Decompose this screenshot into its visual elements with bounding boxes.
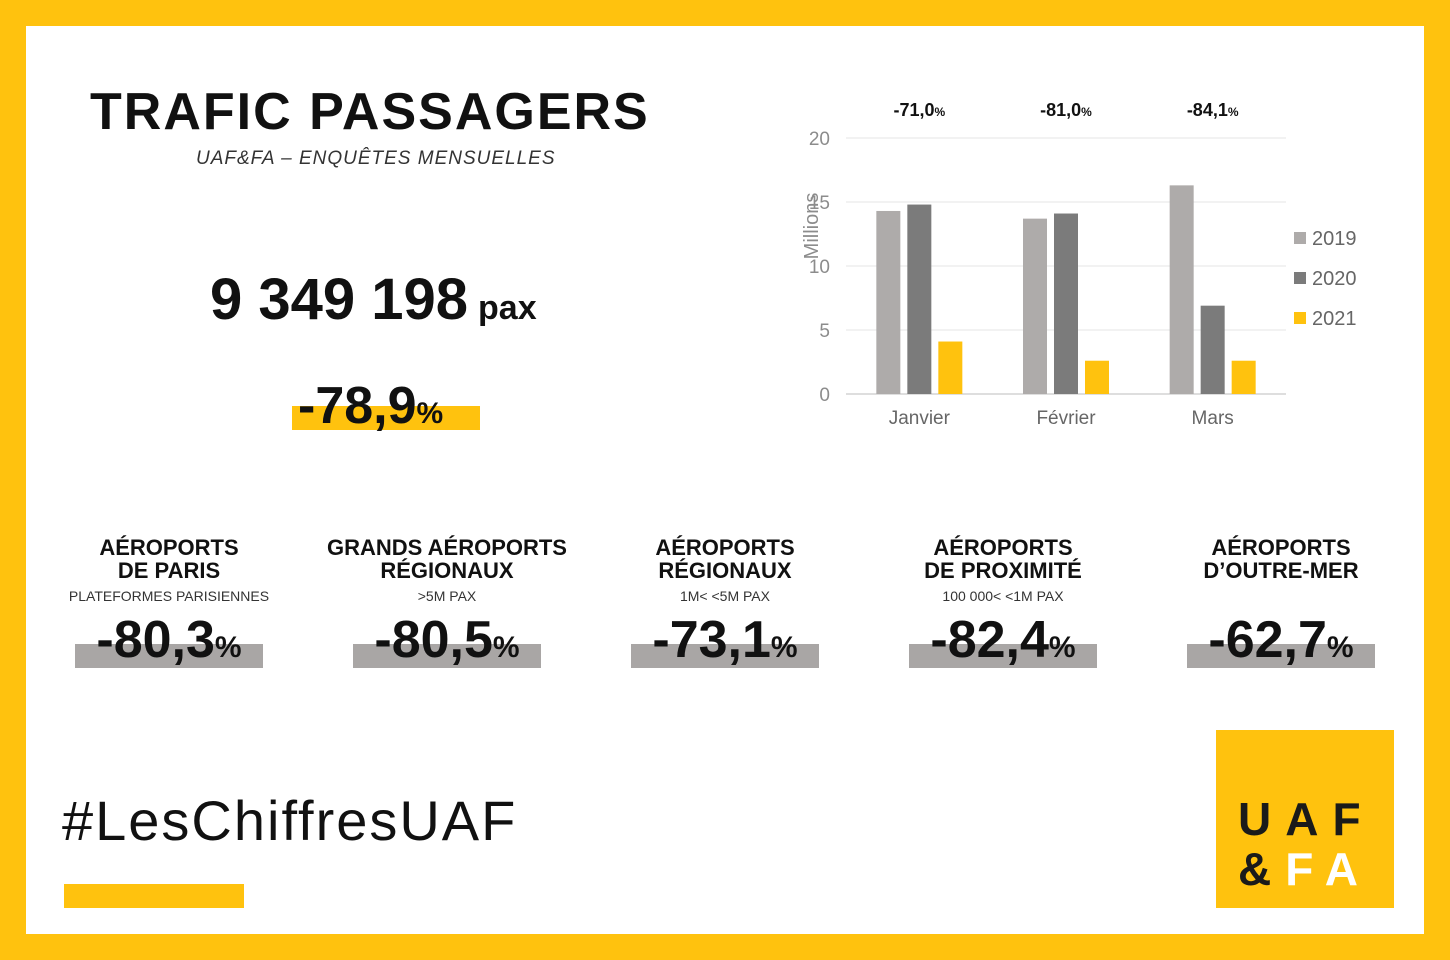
category-change-highlight <box>353 644 541 668</box>
category-name-line1: AÉROPORTS <box>655 535 795 560</box>
category-outre-mer: AÉROPORTS D’OUTRE-MER -62,7% <box>1146 536 1416 672</box>
change-label-unit: % <box>935 105 946 119</box>
legend-swatch-2019 <box>1294 232 1306 244</box>
x-tick-label: Janvier <box>889 408 951 429</box>
category-change-value: -80,5 <box>374 611 493 669</box>
bar-2021 <box>1231 360 1256 394</box>
bar-2020 <box>907 204 932 394</box>
total-passengers: 9 349 198 pax <box>210 266 537 333</box>
logo-line2: FA <box>1285 843 1373 895</box>
category-proximite: AÉROPORTS DE PROXIMITÉ 100 000< <1M PAX -… <box>868 536 1138 672</box>
total-change-highlight <box>292 406 480 430</box>
uaf-fa-logo: UAF &FA <box>1216 730 1394 908</box>
bar-2020 <box>1054 213 1078 394</box>
category-name-line2: RÉGIONAUX <box>380 558 514 583</box>
category-change-highlight <box>909 644 1097 668</box>
category-name-line1: AÉROPORTS <box>933 535 1073 560</box>
y-tick-label: 5 <box>819 321 830 342</box>
y-tick-label: 10 <box>809 257 830 278</box>
category-name-line1: AÉROPORTS <box>1211 535 1351 560</box>
logo-line1: UAF <box>1238 793 1375 845</box>
x-tick-label: Mars <box>1192 408 1234 429</box>
category-subtitle: >5M PAX <box>417 588 477 604</box>
change-label: -81,0% <box>1040 100 1092 120</box>
category-name-line2: D’OUTRE-MER <box>1203 558 1359 583</box>
total-change-unit: % <box>416 397 444 430</box>
legend-label: 2020 <box>1312 268 1357 290</box>
category-change-value: -73,1 <box>652 611 771 669</box>
bar-2019 <box>1169 185 1194 394</box>
bar-2019 <box>876 210 901 394</box>
category-name-line1: AÉROPORTS <box>99 535 239 560</box>
bar-2021 <box>938 341 963 394</box>
category-name-line2: DE PROXIMITÉ <box>924 558 1082 583</box>
category-name-line2: DE PARIS <box>117 558 221 583</box>
total-change: -78,9% <box>292 376 480 436</box>
page-title: TRAFIC PASSAGERS <box>90 83 650 141</box>
bar-2019 <box>1023 218 1047 394</box>
change-label-unit: % <box>1228 105 1239 119</box>
legend-swatch-2020 <box>1294 272 1306 284</box>
y-axis-label: Millions <box>801 193 823 260</box>
total-change-value: -78,9 <box>298 377 417 435</box>
y-tick-label: 0 <box>819 385 830 406</box>
bar-2020 <box>1200 305 1225 394</box>
category-subtitle <box>1146 588 1416 606</box>
change-label: -84,1% <box>1187 100 1239 120</box>
category-paris: AÉROPORTS DE PARIS PLATEFORMES PARISIENNE… <box>34 536 304 672</box>
hashtag-underline <box>64 884 244 908</box>
monthly-traffic-chart: 0 5 10 15 20 Millions Janvier -71,0% Février -81,… <box>801 100 1357 429</box>
category-change-highlight <box>631 644 819 668</box>
legend-label: 2021 <box>1312 308 1357 330</box>
category-change-value: -82,4 <box>930 611 1049 669</box>
category-name-line2: RÉGIONAUX <box>658 558 792 583</box>
category-subtitle: PLATEFORMES PARISIENNES <box>68 588 270 604</box>
x-tick-label: Février <box>1036 408 1096 429</box>
infographic-panel: TRAFIC PASSAGERS UAF&FA – ENQUÊTES MENSU… <box>26 26 1424 934</box>
category-change-unit: % <box>1048 631 1076 664</box>
hashtag: #LesChiffresUAF <box>62 789 518 852</box>
total-unit: pax <box>478 289 537 327</box>
change-label-unit: % <box>1081 105 1092 119</box>
category-change-unit: % <box>1326 631 1354 664</box>
legend-label: 2019 <box>1312 228 1357 250</box>
page-subtitle: UAF&FA – ENQUÊTES MENSUELLES <box>196 148 556 169</box>
y-tick-label: 15 <box>809 193 830 214</box>
category-change-unit: % <box>214 631 242 664</box>
category-subtitle: 100 000< <1M PAX <box>942 588 1064 604</box>
category-change-value: -62,7 <box>1208 611 1327 669</box>
y-tick-label: 20 <box>809 129 830 150</box>
category-change-unit: % <box>770 631 798 664</box>
bar-2021 <box>1085 360 1109 394</box>
category-change-unit: % <box>492 631 520 664</box>
logo-ampersand: & <box>1238 843 1286 895</box>
category-change-value: -80,3 <box>96 611 215 669</box>
category-subtitle: 1M< <5M PAX <box>679 588 770 604</box>
category-name-line1: GRANDS AÉROPORTS <box>327 535 567 560</box>
category-change-highlight <box>75 644 263 668</box>
change-label: -71,0% <box>893 100 945 120</box>
category-grands-regionaux: GRANDS AÉROPORTS RÉGIONAUX >5M PAX -80,5% <box>312 536 582 672</box>
category-change-highlight <box>1187 644 1375 668</box>
category-regionaux: AÉROPORTS RÉGIONAUX 1M< <5M PAX -73,1% <box>590 536 860 672</box>
legend-swatch-2021 <box>1294 312 1306 324</box>
total-value: 9 349 198 <box>210 267 469 332</box>
